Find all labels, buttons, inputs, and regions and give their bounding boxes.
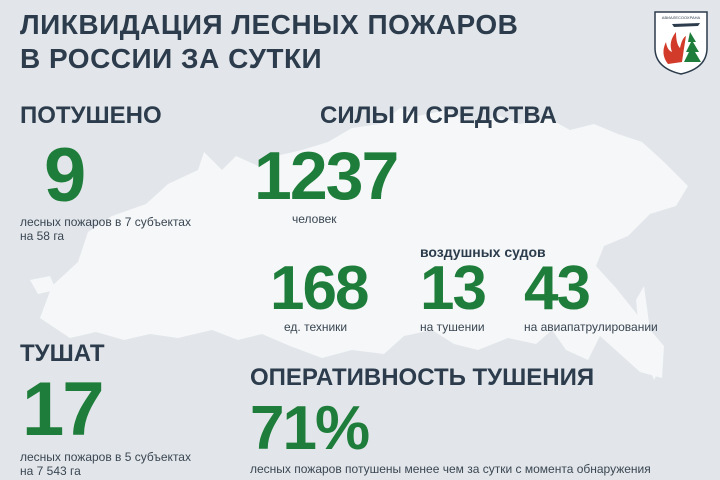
aircraft-extinguishing-caption: на тушении [420, 320, 485, 334]
aircraft-heading: воздушных судов [420, 244, 546, 260]
aircraft-patrol-value: 43 [524, 254, 591, 323]
forces-heading: СИЛЫ И СРЕДСТВА [320, 102, 557, 129]
people-caption: человек [292, 212, 337, 226]
extinguishing-caption-line-2: на 7 543 га [20, 464, 81, 478]
machinery-caption: ед. техники [284, 320, 348, 334]
machinery-value: 168 [270, 254, 369, 323]
tree-icon [684, 32, 701, 62]
extinguished-caption-line-2: на 58 га [20, 229, 65, 243]
people-value: 1237 [254, 138, 399, 214]
extinguishing-heading: ТУШАТ [20, 340, 105, 367]
logo-text: АВИАЛЕСООХРАНА [662, 15, 701, 20]
extinguishing-caption: лесных пожаров в 5 субъектах на 7 543 га [20, 450, 191, 478]
flame-icon [663, 32, 686, 64]
efficiency-caption: лесных пожаров потушены менее чем за сут… [250, 462, 651, 476]
efficiency-value: 71% [250, 394, 370, 463]
avialesookhrana-logo: АВИАЛЕСООХРАНА [654, 11, 708, 75]
aircraft-patrol-caption: на авиапатрулировании [524, 320, 658, 334]
page-title: ЛИКВИДАЦИЯ ЛЕСНЫХ ПОЖАРОВ В РОССИИ ЗА СУ… [20, 8, 518, 76]
title-line-1: ЛИКВИДАЦИЯ ЛЕСНЫХ ПОЖАРОВ [20, 9, 519, 40]
airplane-icon [672, 23, 700, 27]
aircraft-extinguishing-value: 13 [420, 254, 487, 323]
title-line-2: В РОССИИ ЗА СУТКИ [20, 43, 323, 74]
extinguished-caption-line-1: лесных пожаров в 7 субъектах [20, 215, 191, 229]
extinguishing-caption-line-1: лесных пожаров в 5 субъектах [20, 450, 191, 464]
efficiency-heading: ОПЕРАТИВНОСТЬ ТУШЕНИЯ [250, 364, 595, 391]
extinguished-heading: ПОТУШЕНО [20, 102, 162, 129]
extinguished-value: 9 [44, 133, 86, 218]
extinguishing-value: 17 [22, 367, 105, 452]
extinguished-caption: лесных пожаров в 7 субъектах на 58 га [20, 215, 191, 243]
